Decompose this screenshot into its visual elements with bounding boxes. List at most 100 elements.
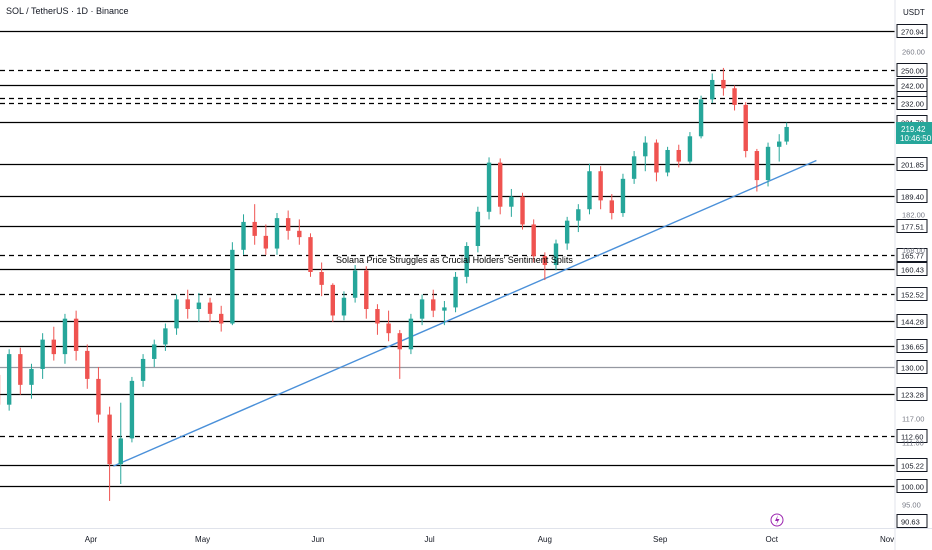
price-level-label: 189.40	[896, 189, 928, 203]
symbol-header: SOL / TetherUS · 1D · Binance	[6, 6, 129, 16]
candle-down	[743, 102, 748, 158]
candle-body	[598, 171, 603, 201]
candle-down	[18, 347, 23, 395]
candle-body	[29, 368, 34, 385]
price-level-label-box	[896, 287, 928, 301]
price-level-label: 165.77	[896, 248, 928, 262]
candle-down	[51, 326, 56, 361]
candle-up	[486, 157, 492, 220]
candle-body	[520, 196, 525, 225]
candle-body	[732, 88, 737, 105]
candle-body	[542, 256, 548, 266]
price-level-label-text: 250.00	[901, 67, 924, 76]
candle-up	[453, 271, 458, 313]
candle-body	[96, 378, 101, 415]
time-axis-tick: May	[195, 535, 210, 544]
price-level-label: 177.51	[896, 219, 928, 233]
candle-body	[475, 211, 481, 247]
candle-body	[698, 99, 704, 137]
candle-down	[754, 148, 760, 192]
price-level-label-text: 160.43	[901, 266, 924, 275]
candle-down	[219, 305, 224, 332]
price-axis-tick: 95.00	[902, 501, 921, 510]
candle-up	[784, 122, 789, 145]
candle-body	[241, 221, 246, 250]
price-axis[interactable]: 270.94250.00242.00235.00232.00221.78201.…	[894, 0, 928, 550]
candle-body	[174, 299, 179, 329]
price-level-label-text: 242.00	[901, 82, 924, 91]
candle-up	[765, 142, 771, 187]
candle-body	[6, 354, 12, 405]
trendline	[113, 159, 817, 467]
candle-body	[553, 243, 559, 266]
price-level-label-text: 130.00	[901, 364, 924, 373]
candle-body	[386, 323, 391, 334]
candle-body	[408, 318, 414, 350]
candle-down	[375, 304, 380, 335]
candle-up	[576, 204, 581, 233]
candle-down	[330, 283, 335, 322]
candle-body	[509, 196, 514, 207]
candle-body	[140, 358, 146, 381]
candle-down	[654, 139, 659, 182]
candle-body	[129, 380, 135, 439]
candle-body	[364, 270, 369, 310]
price-level-label-text: 152.52	[901, 291, 924, 300]
price-level-label: 250.00	[896, 63, 928, 77]
candle-body	[498, 162, 503, 207]
candle-up	[464, 242, 469, 284]
lightning-event-icon[interactable]	[770, 513, 784, 527]
price-level-label-box	[896, 514, 928, 528]
price-level-label-box	[896, 314, 928, 328]
candle-up	[62, 313, 68, 364]
candle-down	[85, 344, 90, 389]
candle-body	[219, 313, 224, 324]
price-level-label-text: 144.28	[901, 318, 924, 327]
candle-body	[419, 299, 425, 319]
candle-up	[152, 339, 157, 367]
price-level-label: 130.00	[896, 360, 928, 374]
candle-up	[408, 313, 414, 355]
time-axis-tick: Apr	[85, 535, 98, 544]
candle-down	[397, 329, 402, 379]
candle-body	[486, 162, 492, 212]
time-axis-tick: Jun	[311, 535, 324, 544]
candle-down	[609, 194, 614, 220]
price-level-label-box	[896, 479, 928, 493]
time-axis[interactable]: Apr May Jun Jul Aug Sep Oct Nov	[0, 528, 932, 545]
candle-down	[107, 406, 112, 501]
price-level-label-text: 177.51	[901, 223, 924, 232]
candle-up	[230, 242, 235, 326]
candle-body	[531, 224, 536, 257]
candle-up	[631, 151, 637, 184]
candle-down	[285, 210, 291, 240]
candle-down	[520, 192, 525, 230]
price-axis-tick: 117.00	[902, 415, 924, 424]
candle-up	[163, 323, 168, 351]
price-level-label-text: 90.63	[901, 518, 920, 527]
candle-up	[665, 146, 670, 177]
candle-body	[73, 318, 79, 351]
candle-up	[710, 73, 715, 104]
candle-up	[687, 132, 693, 164]
candle-body	[587, 171, 592, 210]
candle-body	[397, 333, 402, 350]
candle-body	[453, 276, 458, 308]
price-level-label-text: 201.85	[901, 161, 924, 170]
candle-body	[319, 271, 324, 285]
price-level-label-text: 100.00	[901, 483, 924, 492]
candle-body	[62, 318, 68, 355]
price-level-label: 90.63	[896, 514, 928, 528]
price-level-label: 144.28	[896, 314, 928, 328]
candle-down	[531, 219, 536, 263]
candle-up	[698, 95, 704, 139]
candle-up	[777, 134, 782, 162]
price-level-label-text: 136.65	[901, 343, 924, 352]
candle-body	[196, 302, 202, 310]
last-price-value: 219.42	[901, 125, 926, 134]
candle-up	[29, 363, 34, 399]
currency-label: USDT	[903, 8, 925, 17]
candle-body	[107, 414, 112, 465]
price-level-label-box	[896, 248, 928, 262]
